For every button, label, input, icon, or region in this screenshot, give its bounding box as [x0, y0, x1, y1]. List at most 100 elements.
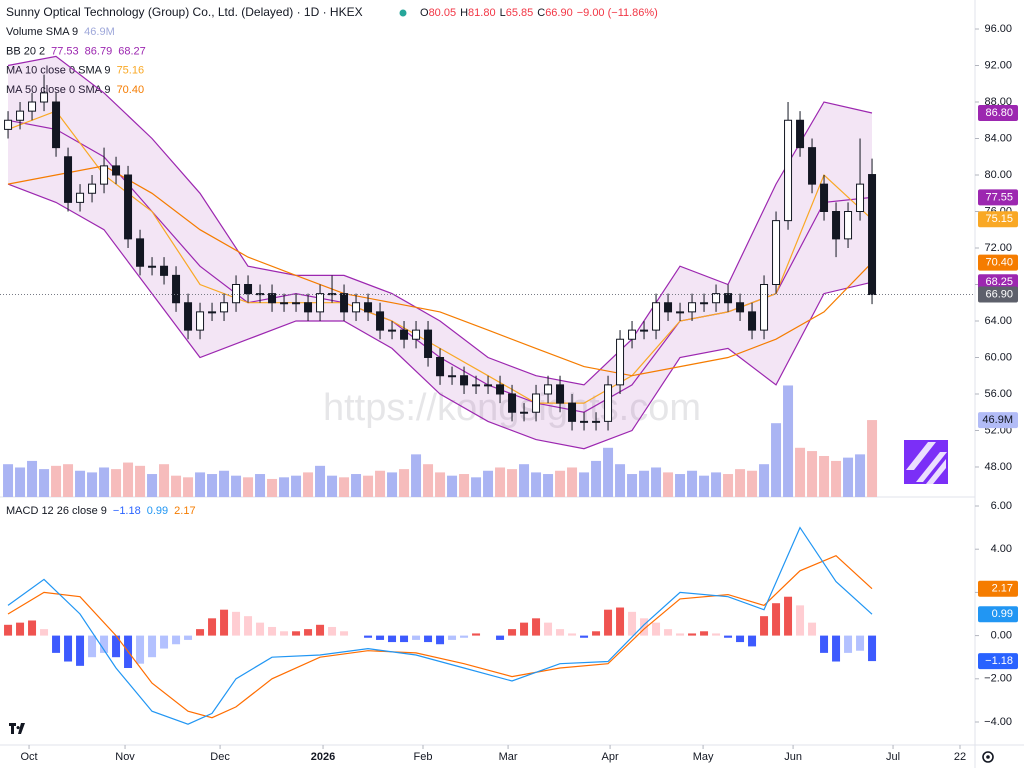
candle-body — [148, 265, 157, 268]
candle-body — [52, 101, 61, 149]
ohlc-value: 81.80 — [468, 7, 496, 19]
histogram-bar — [412, 635, 421, 640]
ohlc-label: H — [460, 7, 468, 19]
volume-bar — [351, 474, 362, 497]
legend-value: 2.17 — [174, 505, 195, 517]
ohlc-value: 66.90 — [545, 7, 573, 19]
volume-bar — [231, 475, 242, 497]
gear[interactable] — [982, 751, 994, 763]
volume-bar — [39, 469, 50, 497]
volume-bar — [759, 464, 770, 497]
candle-body — [112, 165, 121, 176]
price-tag-label: 70.40 — [985, 257, 1013, 269]
histogram-bar — [508, 629, 517, 636]
candle-body — [304, 302, 313, 313]
histogram-bar — [664, 629, 673, 636]
volume-bar — [615, 464, 626, 497]
candle-body — [844, 211, 853, 240]
candle-body — [556, 384, 565, 404]
volume-bar — [27, 460, 38, 497]
volume-bar — [555, 470, 566, 497]
histogram-bar — [100, 635, 109, 653]
volume-bar — [639, 470, 650, 497]
histogram-bar — [820, 635, 829, 653]
volume-bar — [87, 472, 98, 497]
band-line — [7, 183, 873, 450]
volume-bar — [63, 464, 74, 497]
histogram-bar — [496, 635, 505, 640]
volume-bar — [363, 475, 374, 497]
candle-body — [160, 265, 169, 276]
volume-bar — [687, 470, 698, 497]
histogram-bar — [712, 633, 721, 636]
volume-bar — [291, 475, 302, 497]
histogram-bar — [196, 629, 205, 636]
settings-icon[interactable] — [982, 751, 994, 763]
price-tag-label: 68.25 — [985, 276, 1013, 288]
candle-body — [28, 101, 37, 112]
volume-bar — [111, 469, 122, 497]
candle-body — [364, 302, 373, 313]
candle-body — [208, 311, 217, 314]
histogram-bar — [4, 624, 13, 636]
gear-center[interactable] — [986, 755, 990, 759]
brand-logo — [904, 440, 948, 484]
histogram-bar — [244, 616, 253, 636]
candle-body — [616, 338, 625, 386]
legend-value: 0.99 — [147, 505, 168, 517]
volume-bar — [387, 472, 398, 497]
volume-bar — [423, 464, 434, 497]
volume-bar — [147, 474, 158, 497]
candle-body — [784, 119, 793, 222]
volume-bar — [123, 462, 134, 497]
volume-bar — [447, 475, 458, 497]
candle-body — [604, 384, 613, 422]
volume-bar — [819, 455, 830, 497]
volume-bar — [471, 477, 482, 497]
volume-bar — [279, 477, 290, 497]
volume-bar — [15, 467, 26, 497]
candle-body — [496, 384, 505, 395]
x-tick-label: Nov — [115, 751, 135, 763]
legend-entry: MACD 12 26 close 9 −1.18 0.99 2.17 — [6, 505, 196, 517]
price-tag-label: 77.55 — [985, 191, 1013, 203]
volume-bar — [675, 474, 686, 497]
volume-bar — [459, 474, 470, 497]
candle-body — [532, 393, 541, 413]
legend-entry: BB 20 2 77.53 86.79 68.27 — [6, 45, 146, 57]
legend-value: 46.9M — [84, 26, 115, 38]
histogram-bar — [220, 609, 229, 636]
volume-bar — [807, 451, 818, 497]
candle-body — [232, 283, 241, 304]
histogram-bar — [340, 631, 349, 636]
volume-bar — [303, 472, 314, 497]
histogram-bar — [700, 631, 709, 636]
chart-title: Sunny Optical Technology (Group) Co., Lt… — [6, 5, 363, 19]
candle-body — [868, 174, 877, 296]
histogram-bar — [304, 629, 313, 636]
candle-body — [748, 311, 757, 331]
candle-body — [388, 329, 397, 332]
candle-body — [100, 165, 109, 185]
legend-value: 70.40 — [117, 84, 145, 96]
volume-bar — [183, 477, 194, 497]
histogram-bar — [580, 635, 589, 638]
candle-body — [424, 329, 433, 358]
candle-body — [136, 238, 145, 267]
histogram-bar — [736, 635, 745, 643]
candle-body — [568, 402, 577, 422]
volume-bar — [711, 472, 722, 497]
volume-bar — [771, 423, 782, 497]
histogram-bar — [832, 635, 841, 662]
volume-bar — [315, 465, 326, 497]
volume-bar — [195, 472, 206, 497]
volume-bar — [831, 460, 842, 497]
candle-body — [484, 384, 493, 387]
histogram-bar — [88, 635, 97, 658]
legend-entry: MA 10 close 0 SMA 9 75.16 — [6, 65, 144, 77]
histogram-bar — [448, 635, 457, 640]
volume-bar — [171, 475, 182, 497]
volume-bar — [99, 467, 110, 497]
y-tick-label: 72.00 — [984, 242, 1012, 254]
